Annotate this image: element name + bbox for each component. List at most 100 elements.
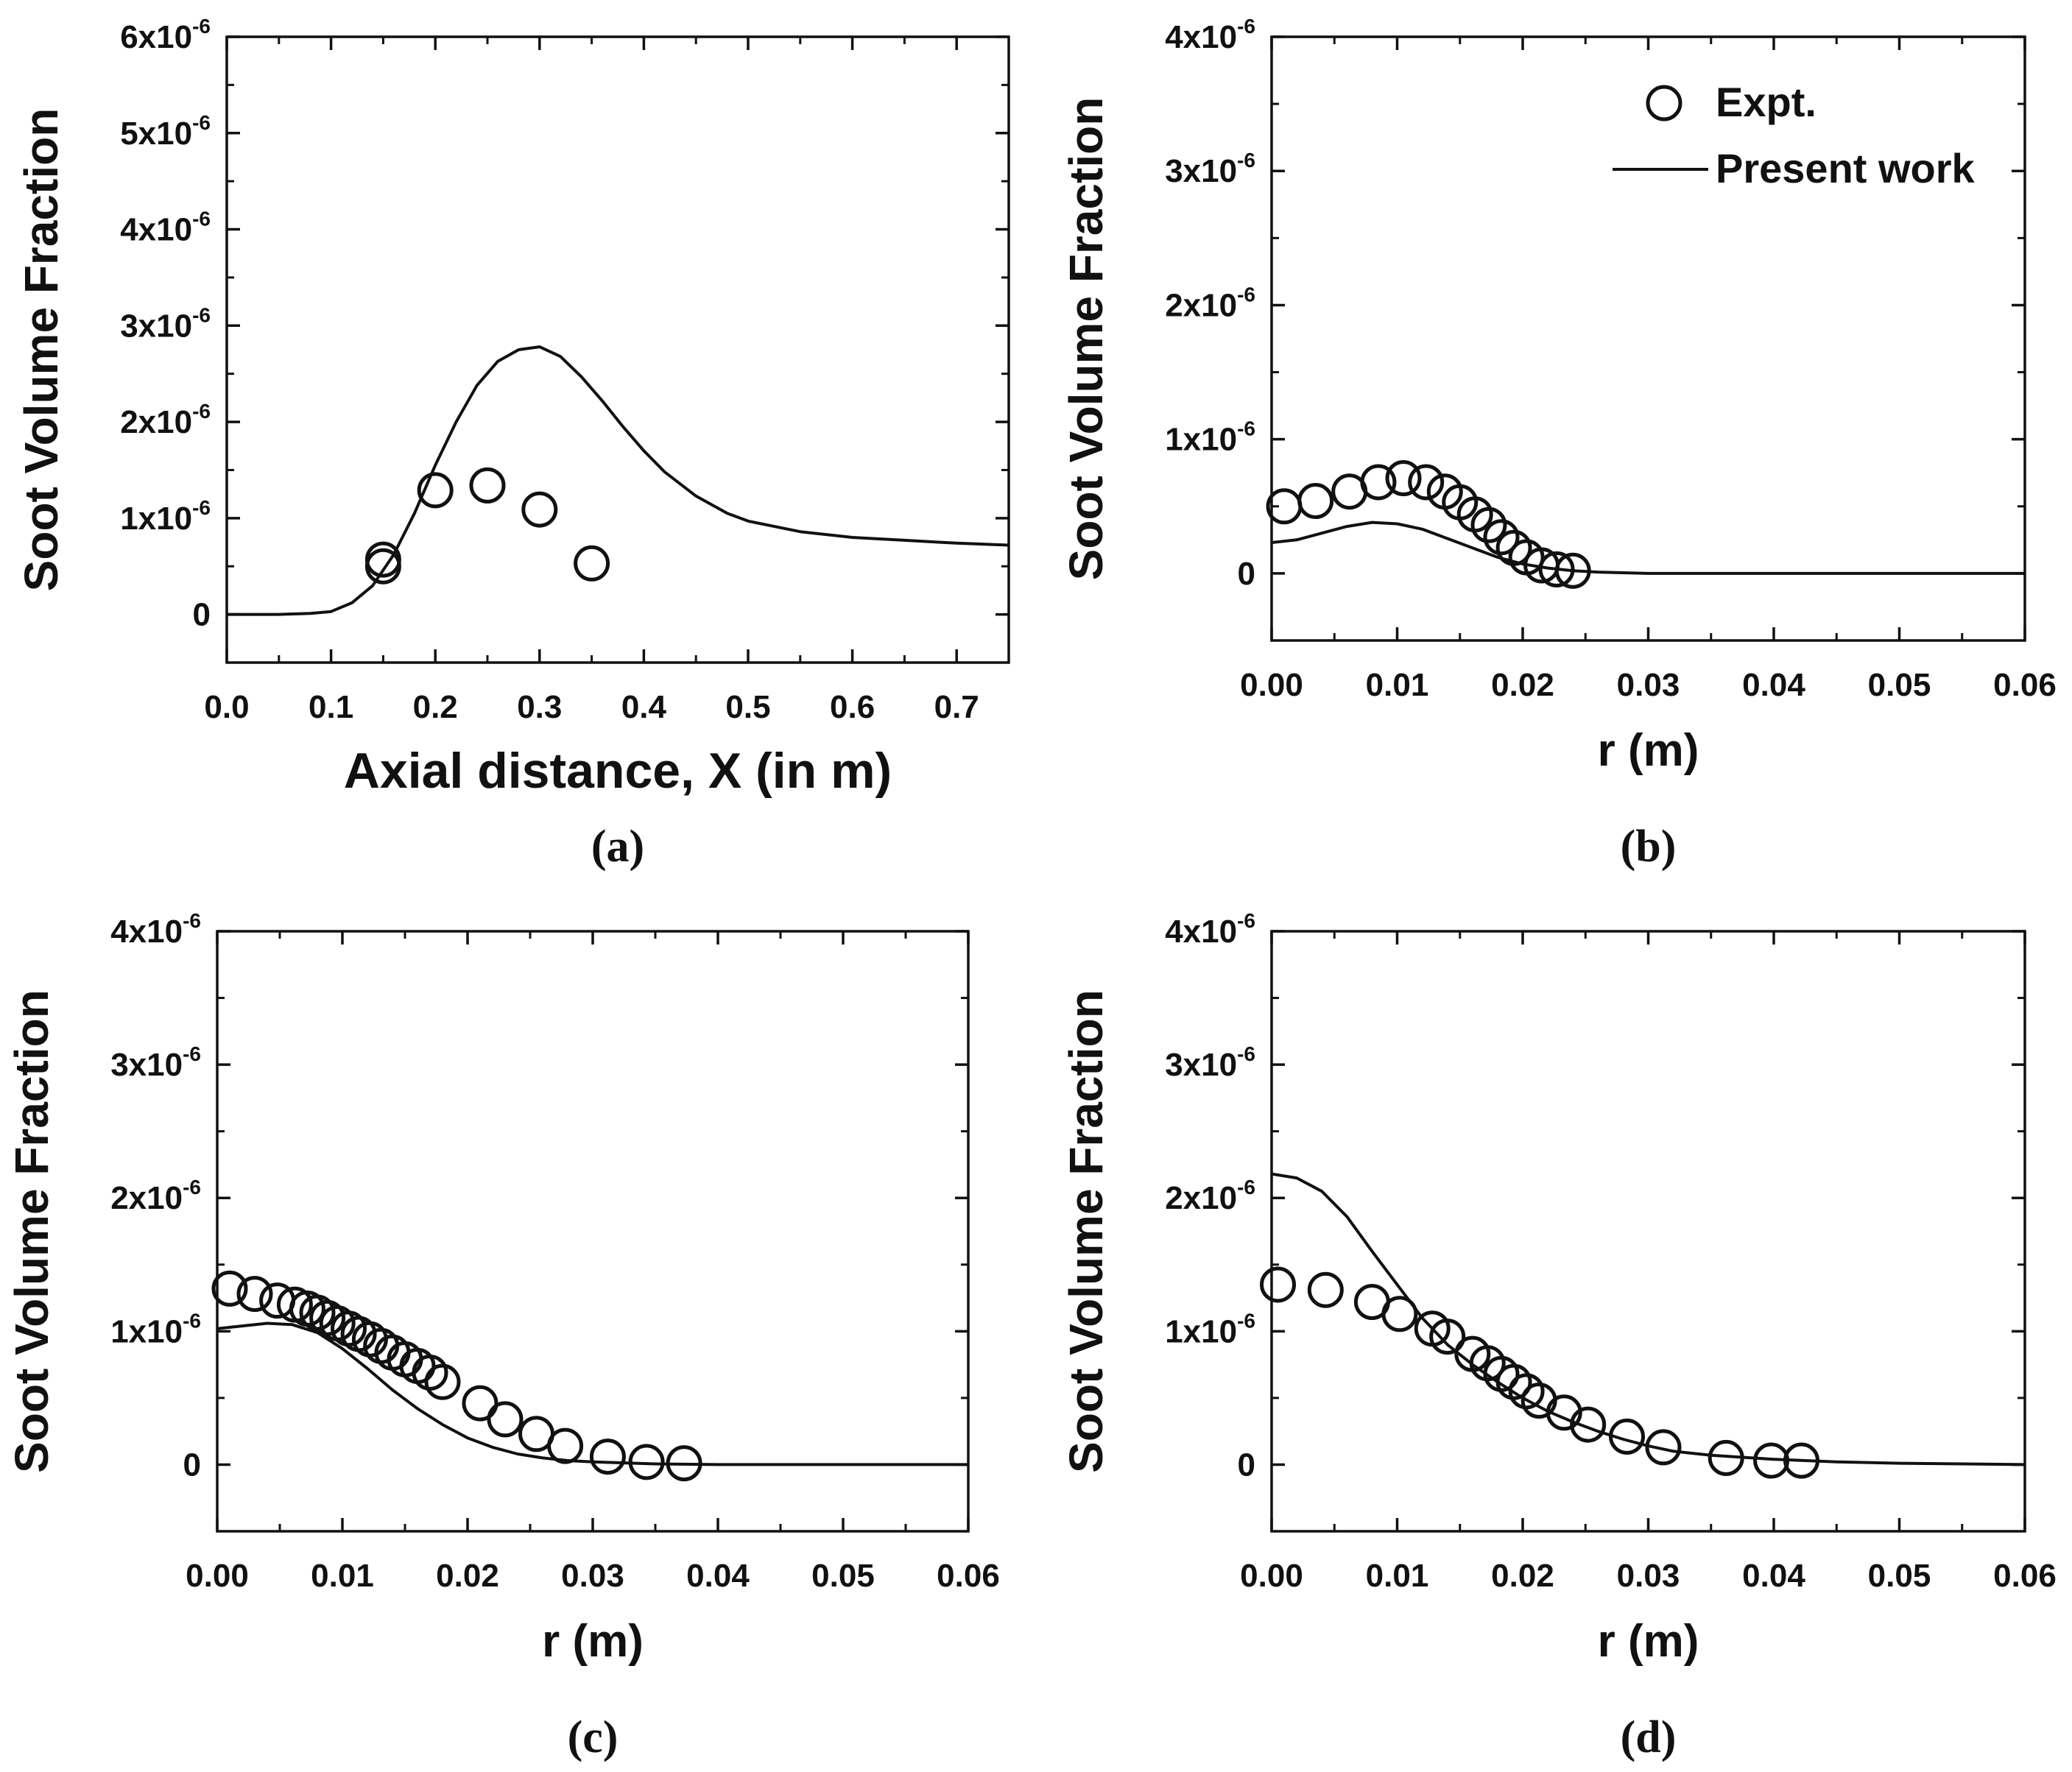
panel-label: (a) — [591, 822, 644, 872]
y-tick-label-base: 2x10 — [1165, 1180, 1237, 1216]
x-tick-label: 0.05 — [811, 1558, 875, 1594]
expt-marker — [1645, 1429, 1682, 1466]
y-tick-label: 3x10-6 — [1165, 149, 1255, 189]
expt-marker — [1708, 1439, 1744, 1476]
x-tick-label: 0.02 — [1491, 1558, 1554, 1594]
expt-marker — [1570, 1406, 1607, 1443]
y-tick-label-base: 3x10 — [1165, 1047, 1237, 1083]
y-tick-label-base: 3x10 — [1165, 153, 1237, 189]
expt-marker — [364, 548, 401, 585]
expt-marker — [547, 1427, 584, 1464]
expt-marker — [211, 1270, 248, 1307]
y-tick-label-exp: -6 — [1237, 1309, 1255, 1332]
expt-marker — [1260, 1266, 1297, 1303]
expt-marker — [462, 1385, 498, 1422]
y-tick-label-exp: -6 — [183, 909, 201, 932]
y-tick-label-exp: -6 — [1237, 1042, 1255, 1065]
x-tick-label: 0.01 — [1366, 667, 1429, 703]
x-tick-label: 0.02 — [436, 1558, 499, 1594]
x-tick-label: 0.00 — [186, 1558, 249, 1594]
expt-marker — [1546, 1394, 1582, 1431]
x-axis-title: r (m) — [542, 1616, 644, 1667]
plot-frame — [225, 35, 1010, 664]
y-tick-label-base: 6x10 — [120, 19, 192, 55]
y-tick-label-exp: -6 — [192, 208, 211, 230]
expt-marker — [1483, 519, 1520, 556]
y-tick-label-base: 4x10 — [1165, 19, 1237, 55]
y-tick-label: 2x10-6 — [1165, 1176, 1255, 1216]
y-axis-title: Soot Volume Fraction — [15, 108, 68, 592]
x-tick-label: 0.6 — [830, 689, 875, 725]
y-tick-label-base: 2x10 — [120, 404, 192, 440]
y-tick-label: 2x10-6 — [110, 1176, 201, 1216]
y-tick-label-base: 3x10 — [110, 1047, 183, 1083]
expt-marker — [1495, 529, 1532, 566]
y-tick-label: 4x10-6 — [1165, 909, 1255, 950]
y-tick-label: 3x10-6 — [120, 303, 211, 344]
expt-marker — [387, 1341, 423, 1377]
expt-marker — [469, 467, 506, 504]
x-tick-label: 0.3 — [517, 689, 562, 725]
y-tick-label-exp: -6 — [1237, 1176, 1255, 1199]
y-tick-label: 4x10-6 — [120, 208, 211, 248]
y-tick-label: 0 — [183, 1447, 201, 1483]
x-tick-label: 0.2 — [413, 689, 458, 725]
y-tick-label: 3x10-6 — [1165, 1042, 1255, 1083]
y-axis-title: Soot Volume Fraction — [1060, 97, 1113, 581]
x-tick-label: 0.01 — [311, 1558, 374, 1594]
y-axis-title: Soot Volume Fraction — [1060, 989, 1113, 1473]
legend-label-present-work: Present work — [1716, 145, 1976, 191]
expt-marker — [666, 1445, 702, 1482]
y-tick-label-exp: -6 — [1237, 283, 1255, 306]
y-tick-label: 5x10-6 — [120, 111, 211, 152]
y-tick-label-base: 4x10 — [120, 212, 192, 248]
x-tick-label: 0.00 — [1240, 1558, 1303, 1594]
x-tick-label: 0.4 — [621, 689, 667, 725]
y-tick-label-exp: -6 — [183, 1309, 201, 1332]
y-tick-label: 4x10-6 — [1165, 15, 1255, 55]
y-tick-label: 1x10-6 — [1165, 417, 1255, 458]
x-tick-label: 0.03 — [1617, 1558, 1680, 1594]
y-tick-label: 0 — [1238, 556, 1255, 592]
x-tick-label: 0.1 — [309, 689, 353, 725]
y-tick-label: 2x10-6 — [1165, 283, 1255, 323]
y-tick-label-base: 5x10 — [120, 116, 192, 152]
y-tick-label: 4x10-6 — [110, 909, 201, 950]
x-tick-label: 0.03 — [1617, 667, 1680, 703]
series-line-present-work — [1272, 520, 2025, 575]
expt-marker — [1538, 551, 1575, 587]
x-tick-label: 0.03 — [561, 1558, 624, 1594]
y-tick-label-exp: -6 — [183, 1042, 201, 1065]
panel-a: 0.0 0.1 0.2 0.3 0.4 0.5 0.6 0.701x10-62x10-63x1… — [15, 15, 1010, 872]
expt-marker — [1307, 1271, 1344, 1308]
y-tick-label-base: 1x10 — [1165, 422, 1237, 458]
x-tick-label: 0.05 — [1868, 1558, 1931, 1594]
panel-b: 0.00 0.01 0.02 0.03 0.04 0.05 0.0601x10-62x10-… — [1060, 15, 2057, 872]
y-tick-label: 3x10-6 — [110, 1042, 201, 1083]
x-tick-label: 0.04 — [1742, 667, 1805, 703]
expt-marker — [1508, 1373, 1545, 1410]
x-axis-title: Axial distance, X (in m) — [344, 743, 892, 799]
x-tick-label: 0.01 — [1366, 1558, 1429, 1594]
expt-marker — [236, 1276, 273, 1313]
expt-marker — [1297, 482, 1334, 519]
y-tick-label-exp: -6 — [1237, 149, 1255, 172]
x-axis-title: r (m) — [1598, 1616, 1699, 1667]
y-tick-label-base: 1x10 — [110, 1313, 183, 1349]
expt-marker — [364, 541, 401, 578]
y-tick-label-exp: -6 — [1237, 15, 1255, 38]
expt-marker — [1554, 552, 1591, 589]
expt-marker — [1495, 1363, 1532, 1400]
y-tick-label: 0 — [1238, 1447, 1255, 1483]
y-tick-label-base: 4x10 — [110, 914, 183, 950]
legend-marker-expt — [1646, 85, 1682, 121]
x-tick-label: 0.02 — [1491, 667, 1554, 703]
x-tick-label: 0.00 — [1240, 667, 1303, 703]
x-tick-label: 0.7 — [934, 689, 979, 725]
y-tick-label: 2x10-6 — [120, 400, 211, 440]
y-tick-label-exp: -6 — [1237, 417, 1255, 440]
expt-marker — [521, 491, 558, 528]
y-tick-label: 1x10-6 — [120, 496, 211, 537]
expt-marker — [417, 472, 454, 509]
